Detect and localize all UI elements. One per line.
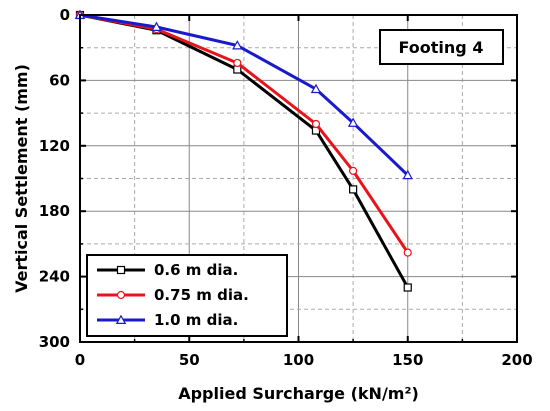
data-point-triangle xyxy=(402,169,413,180)
y-tick-label: 300 xyxy=(39,333,70,351)
data-point-triangle xyxy=(310,83,322,94)
legend-item: 0.75 m dia. xyxy=(97,286,249,304)
data-point-circle xyxy=(349,166,358,175)
legend: 0.6 m dia. 0.75 m dia. 1.0 m dia. xyxy=(86,254,288,337)
series-triangle xyxy=(74,9,413,180)
y-tick-label: 180 xyxy=(39,202,70,220)
legend-label: 0.75 m dia. xyxy=(154,286,249,304)
y-tick-label: 120 xyxy=(39,137,70,155)
x-tick-label: 200 xyxy=(501,351,532,369)
data-point-circle xyxy=(116,290,126,300)
legend-item: 0.6 m dia. xyxy=(97,261,238,279)
data-point-triangle xyxy=(232,40,243,50)
series-line xyxy=(79,13,409,254)
series-line xyxy=(79,13,409,177)
annotation-box xyxy=(379,29,504,65)
y-tick-label: 0 xyxy=(60,6,70,24)
legend-label: 1.0 m dia. xyxy=(154,311,238,329)
y-axis-title: Vertical Settlement (mm) xyxy=(12,64,31,293)
ticks: 0 50 100 150 200 0 60 120 180 240 300 xyxy=(39,6,533,369)
legend-label: 0.6 m dia. xyxy=(154,261,238,279)
legend-item: 1.0 m dia. xyxy=(97,311,238,329)
data-point-square xyxy=(349,185,358,194)
annotation-text: Footing 4 xyxy=(399,38,484,57)
y-tick-label: 240 xyxy=(39,268,70,286)
data-point-square xyxy=(403,283,412,292)
y-tick-label: 60 xyxy=(49,71,70,89)
data-point-circle xyxy=(311,119,321,129)
x-axis-title: Applied Surcharge (kN/m²) xyxy=(178,384,419,403)
series-layer xyxy=(74,9,413,292)
data-point-circle xyxy=(403,248,412,257)
data-point-triangle xyxy=(151,21,162,31)
data-point-circle xyxy=(233,58,242,68)
data-point-triangle xyxy=(347,117,359,127)
data-point-square xyxy=(116,265,126,275)
footing-annotation: Footing 4 xyxy=(379,29,504,65)
x-tick-label: 100 xyxy=(283,351,314,369)
x-tick-label: 50 xyxy=(179,351,200,369)
x-tick-label: 0 xyxy=(75,351,85,369)
x-tick-label: 150 xyxy=(392,351,423,369)
data-point-triangle xyxy=(115,314,127,324)
